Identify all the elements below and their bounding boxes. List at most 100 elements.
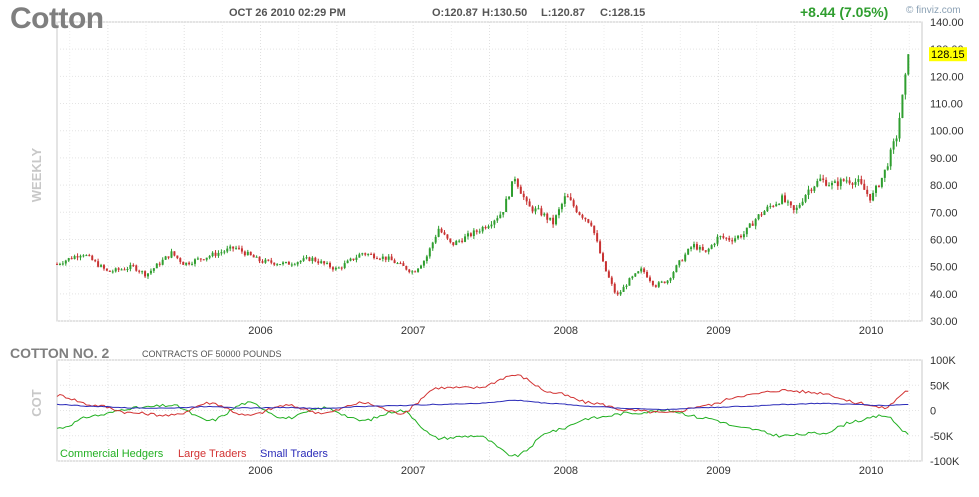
candle-body — [560, 203, 563, 210]
candle-body — [830, 182, 833, 186]
candle-body — [648, 277, 651, 281]
candle-body — [173, 251, 176, 256]
candle-body — [549, 217, 552, 220]
candle-body — [64, 260, 67, 264]
candle-body — [637, 271, 640, 274]
candle-body — [449, 238, 452, 243]
candle-body — [290, 264, 293, 266]
candle-body — [889, 149, 892, 167]
candle-body — [117, 268, 120, 270]
candle-body — [672, 272, 675, 279]
candle-body — [599, 241, 602, 254]
high-value: H:130.50 — [482, 7, 528, 19]
candle-body — [616, 292, 619, 295]
low-value: L:120.87 — [541, 7, 586, 19]
candle-body — [619, 291, 622, 295]
candle-body — [123, 269, 126, 271]
candle-body — [337, 267, 340, 269]
candle-body — [707, 248, 710, 252]
candle-body — [895, 138, 898, 142]
legend-large-traders: Large Traders — [178, 448, 247, 460]
candle-body — [329, 262, 332, 268]
candle-body — [326, 262, 329, 264]
candle-body — [455, 241, 458, 246]
candle-body — [202, 259, 205, 261]
candle-body — [557, 209, 560, 216]
candle-body — [854, 181, 857, 185]
candle-body — [698, 246, 701, 250]
price-tick-label: 120.00 — [930, 71, 964, 83]
candle-body — [279, 264, 282, 266]
candle-body — [443, 232, 446, 235]
candle-body — [737, 235, 740, 239]
candle-body — [484, 226, 487, 229]
small-traders-line — [56, 399, 909, 411]
candle-body — [540, 208, 543, 216]
candle-body — [607, 271, 610, 278]
candle-body — [872, 192, 875, 201]
candle-body — [475, 230, 478, 232]
candle-body — [792, 205, 795, 211]
candle-body — [604, 261, 607, 272]
candle-body — [346, 260, 349, 264]
candle-body — [102, 265, 105, 269]
candle-body — [742, 234, 745, 238]
candle-body — [193, 259, 196, 264]
candle-body — [886, 166, 889, 170]
candle-body — [898, 117, 901, 139]
candle-body — [364, 253, 367, 255]
candle-body — [437, 228, 440, 237]
candle-body — [311, 257, 314, 261]
candle-body — [505, 198, 508, 213]
candle-body — [147, 273, 150, 277]
candle-body — [152, 268, 155, 271]
candle-body — [593, 225, 596, 234]
candle-body — [643, 268, 646, 272]
candle-body — [126, 268, 129, 270]
candle-body — [710, 245, 713, 249]
page-title: Cotton — [10, 2, 104, 35]
candle-body — [760, 214, 763, 216]
candle-body — [602, 253, 605, 262]
candle-body — [246, 251, 249, 256]
cot-lines — [56, 374, 909, 458]
candle-body — [502, 212, 505, 215]
candle-body — [296, 262, 299, 265]
candle-body — [431, 242, 434, 249]
candle-body — [396, 263, 399, 265]
candle-body — [238, 247, 241, 249]
candle-body — [786, 201, 789, 203]
candle-body — [804, 194, 807, 202]
candle-body — [352, 258, 355, 260]
candle-body — [745, 227, 748, 235]
candle-body — [634, 273, 637, 277]
candle-body — [866, 189, 869, 194]
cot-grid — [56, 359, 923, 462]
price-axis: 140.00130.00120.00110.00100.0090.0080.00… — [930, 17, 964, 328]
candle-body — [76, 256, 79, 258]
candle-body — [892, 141, 895, 150]
candle-body — [214, 252, 217, 256]
cot-tick-label: -100K — [930, 456, 960, 468]
candle-body — [255, 256, 258, 258]
cot-title: COTTON NO. 2 — [10, 345, 110, 361]
candle-body — [94, 260, 97, 262]
candle-body — [880, 177, 883, 187]
candle-body — [82, 255, 85, 257]
candle-body — [88, 255, 91, 257]
candle-body — [164, 256, 167, 260]
candle-body — [513, 179, 516, 182]
candle-body — [701, 246, 704, 251]
last-price-label: 128.15 — [931, 49, 965, 61]
candle-body — [552, 217, 555, 225]
candle-body — [778, 203, 781, 205]
candle-body — [478, 231, 481, 233]
candle-body — [220, 252, 223, 254]
candle-body — [270, 260, 273, 263]
cot-tick-label: 100K — [930, 355, 956, 367]
candle-body — [287, 261, 290, 265]
candle-body — [508, 196, 511, 199]
candle-body — [640, 268, 643, 272]
price-tick-label: 40.00 — [930, 289, 958, 301]
candle-body — [414, 271, 417, 273]
